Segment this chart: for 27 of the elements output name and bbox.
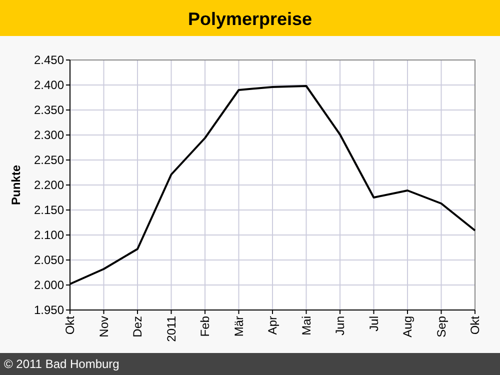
y-tick-label: 2.200: [34, 178, 64, 192]
x-tick-label: Jul: [366, 316, 381, 332]
y-tick-label: 2.000: [34, 278, 64, 292]
y-tick-label: 1.950: [34, 303, 64, 318]
y-tick-label: 2.150: [34, 203, 64, 218]
y-axis-title: Punkte: [9, 164, 23, 206]
chart-title: Polymerpreise: [188, 9, 312, 29]
x-tick-label: Mai: [299, 316, 314, 336]
x-tick-label: Aug: [400, 316, 415, 338]
x-tick-label: 2011: [164, 316, 178, 342]
y-tick-label: 2.100: [34, 228, 64, 242]
x-tick-label: Okt: [63, 315, 78, 335]
x-tick-label: Dez: [130, 316, 145, 338]
x-tick-label: Okt: [468, 315, 482, 335]
text: © 2011 Bad Homburg: [4, 357, 120, 371]
x-tick-label: Sep: [434, 316, 448, 338]
x-tick-label: Nov: [96, 316, 111, 338]
x-tick-label: Mär: [232, 316, 246, 337]
y-tick-label: 2.450: [34, 53, 64, 68]
y-tick-label: 2.250: [34, 153, 64, 168]
y-tick-label: 2.300: [34, 128, 64, 142]
y-tick-label: 2.050: [34, 253, 64, 268]
y-tick-label: 2.400: [34, 78, 64, 92]
x-tick-label: Jun: [333, 316, 348, 336]
y-tick-label: 2.350: [34, 103, 64, 118]
x-tick-label: Feb: [198, 316, 212, 337]
x-tick-label: Apr: [266, 316, 280, 335]
